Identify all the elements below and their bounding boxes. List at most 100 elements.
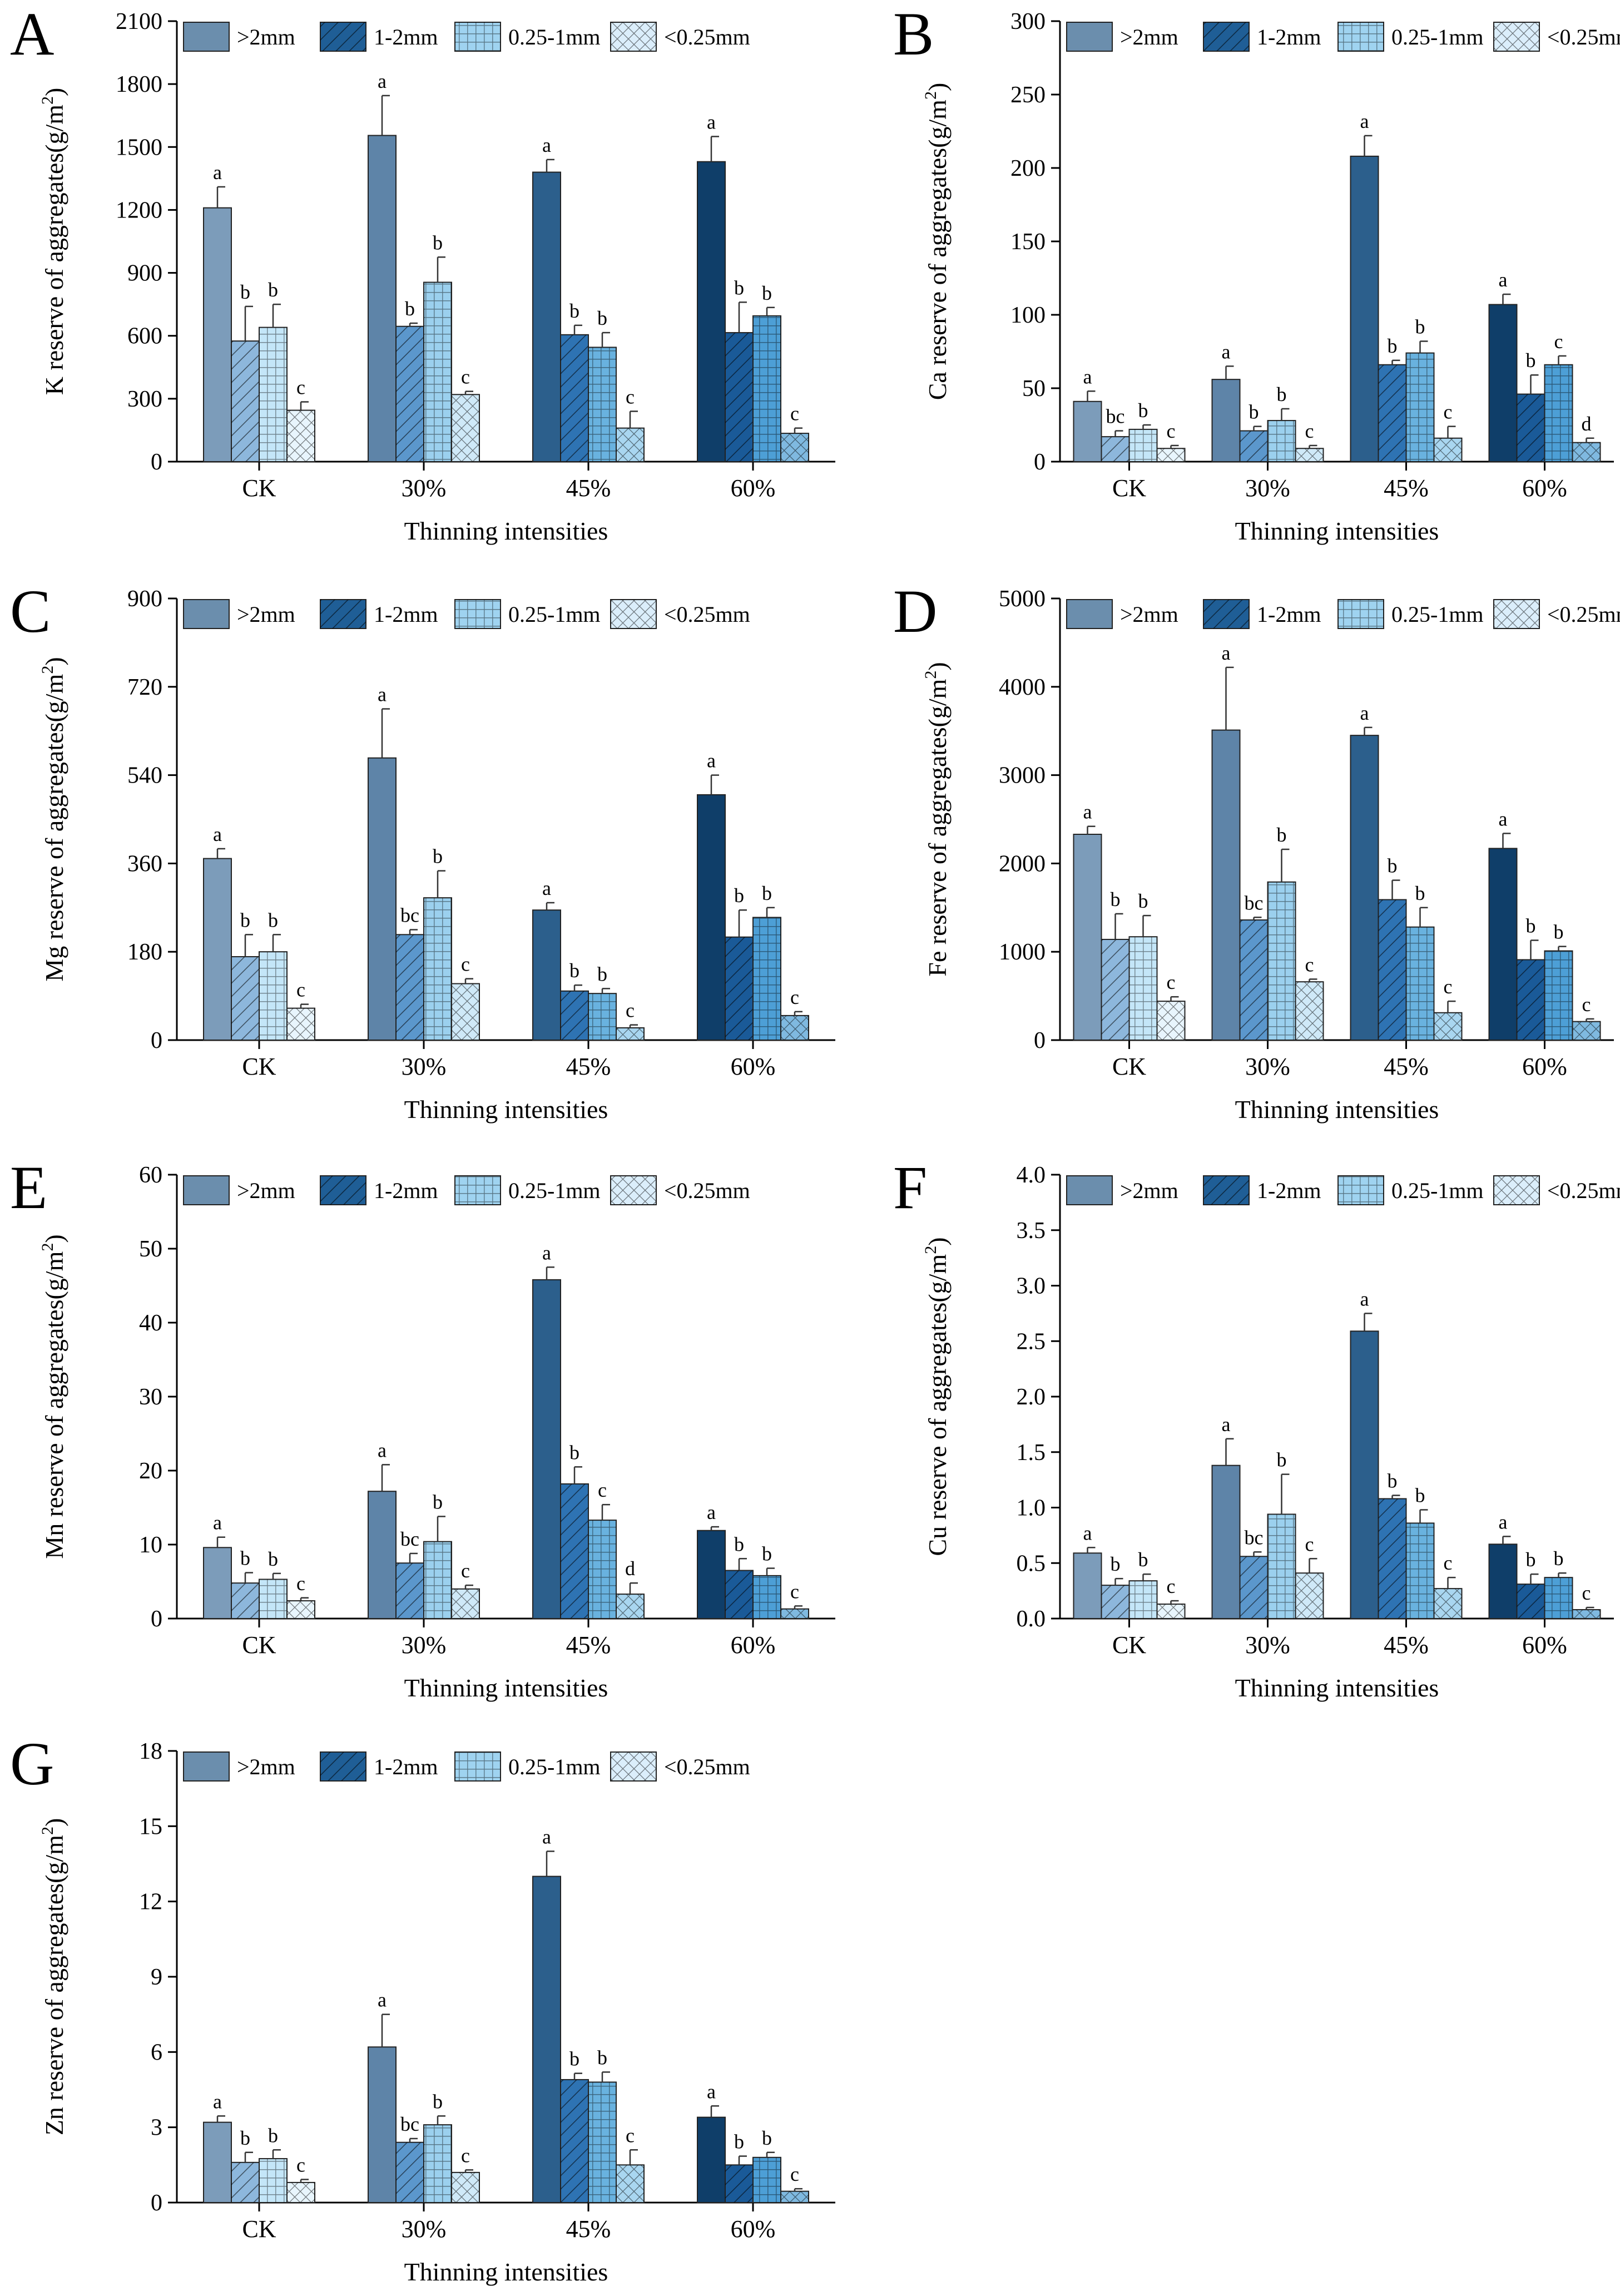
legend-swatch-pattern [1338, 22, 1384, 51]
bar-pattern [1129, 429, 1157, 462]
bar-pattern [753, 917, 781, 1040]
legend-label: 1-2mm [374, 1178, 438, 1203]
y-tick-label: 10 [139, 1532, 162, 1558]
significance-letter: b [1526, 1548, 1536, 1571]
legend-label: >2mm [237, 1754, 295, 1779]
legend-label: <0.25mm [1547, 1178, 1620, 1203]
y-axis-label: K reserve of aggregates(g/m2) [38, 88, 68, 395]
significance-letter: c [296, 979, 305, 1001]
significance-letter: b [268, 909, 278, 931]
bar-pattern [1240, 1556, 1268, 1619]
y-tick-label: 3.0 [1017, 1274, 1046, 1299]
bar-pattern [753, 1575, 781, 1619]
legend-label: 0.25-1mm [1391, 602, 1484, 627]
bar-pattern [1517, 394, 1545, 462]
bar-pattern [1295, 1573, 1324, 1619]
y-tick-label: 40 [139, 1310, 162, 1336]
legend-swatch-pattern [320, 1176, 366, 1205]
chart-panel-d: D 0 1000 2000 3000 4000 5000 Fe reserve of aggr… [893, 577, 1620, 1124]
significance-letter: a [213, 823, 222, 845]
bar-pattern [1378, 899, 1406, 1040]
significance-letter: b [569, 300, 579, 322]
legend-label: 0.25-1mm [508, 24, 601, 50]
bar [1211, 729, 1241, 1041]
significance-letter: b [1554, 921, 1564, 943]
bar-pattern [1240, 920, 1268, 1040]
chart-panel-b: B 0 50 100 150 200 250 300 Ca reserve of aggrega… [893, 0, 1620, 545]
y-tick-label: 1000 [999, 939, 1046, 965]
significance-letter: b [1138, 1548, 1148, 1571]
bar [368, 135, 397, 463]
significance-letter: c [790, 986, 799, 1008]
bar-pattern [588, 993, 616, 1040]
bar-pattern [259, 1579, 287, 1619]
y-axis-label: Ca reserve of aggregates(g/m2) [922, 83, 952, 400]
chart-panel-e: E 0 10 20 30 40 50 60 Mn reserve of aggregates(g… [10, 1154, 835, 1702]
significance-letter: b [1388, 855, 1398, 877]
x-axis-label: Thinning intensities [1235, 1095, 1439, 1124]
significance-letter: b [762, 882, 772, 904]
significance-letter: b [569, 959, 579, 982]
significance-letter: a [1360, 110, 1369, 132]
bar-pattern [1157, 1001, 1185, 1040]
y-tick-label: 2100 [116, 9, 162, 34]
legend-label: <0.25mm [664, 602, 750, 627]
significance-letter: b [1249, 401, 1259, 423]
bar [532, 1876, 561, 2204]
bar-pattern [588, 347, 616, 462]
bar-pattern [424, 282, 452, 462]
bar-pattern [725, 937, 753, 1040]
y-tick-label: 1.5 [1017, 1440, 1046, 1466]
panel-label: D [893, 577, 937, 645]
significance-letter: c [598, 1479, 607, 1501]
significance-letter: c [1167, 1575, 1176, 1597]
y-tick-label: 100 [1010, 303, 1046, 328]
significance-letter: a [1499, 808, 1508, 830]
y-tick-label: 300 [1010, 9, 1046, 34]
significance-letter: b [1554, 1547, 1564, 1570]
significance-letter: b [433, 231, 443, 254]
y-tick-label: 1200 [116, 197, 162, 223]
legend-swatch-pattern [455, 600, 501, 629]
y-tick-label: 0 [151, 1606, 162, 1632]
bar [697, 2116, 726, 2204]
legend-swatch-pattern [1338, 600, 1384, 629]
significance-letter: a [378, 684, 387, 706]
legend-label: 0.25-1mm [1391, 1178, 1484, 1203]
significance-letter: b [762, 282, 772, 304]
legend-label: 1-2mm [1257, 602, 1321, 627]
panel-label: B [893, 0, 934, 68]
significance-letter: b [1138, 890, 1148, 912]
x-tick-label: CK [1112, 1053, 1146, 1080]
significance-letter: b [268, 1548, 278, 1570]
bar-pattern [1129, 1581, 1157, 1619]
chart-panel-c: C 0 180 360 540 720 900 Mg reserve of aggregate… [10, 577, 835, 1124]
y-tick-label: 12 [139, 1889, 162, 1915]
y-tick-label: 20 [139, 1458, 162, 1484]
x-tick-label: CK [1112, 1631, 1146, 1659]
significance-letter: b [433, 1491, 443, 1513]
bar-pattern [561, 991, 588, 1040]
significance-letter: b [433, 2090, 443, 2112]
bar-pattern [1378, 364, 1406, 462]
bar-pattern [396, 2142, 424, 2203]
y-tick-label: 540 [127, 763, 162, 789]
legend-swatch-pattern [611, 22, 656, 51]
x-axis-label: Thinning intensities [404, 1095, 608, 1124]
significance-letter: a [1222, 1413, 1231, 1436]
y-tick-label: 2.0 [1017, 1384, 1046, 1410]
y-tick-label: 0 [151, 2190, 162, 2216]
x-axis-label: Thinning intensities [404, 2258, 608, 2286]
bar-pattern [1378, 1498, 1406, 1619]
significance-letter: bc [1106, 405, 1125, 428]
y-tick-label: 250 [1010, 82, 1046, 108]
significance-letter: b [433, 845, 443, 868]
bar [203, 1547, 232, 1620]
bar-pattern [1406, 927, 1434, 1040]
significance-letter: a [542, 134, 551, 156]
significance-letter: c [1305, 953, 1314, 976]
bar-pattern [725, 333, 753, 462]
x-tick-label: 60% [1522, 1053, 1567, 1080]
significance-letter: a [707, 2080, 716, 2102]
y-tick-label: 0.0 [1017, 1606, 1046, 1632]
